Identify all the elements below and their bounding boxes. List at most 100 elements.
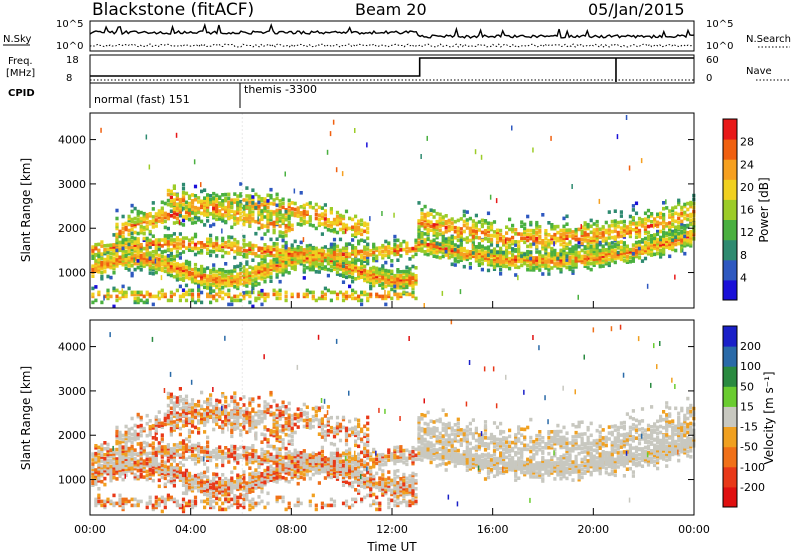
heatmap-cell <box>100 503 104 508</box>
heatmap-cell <box>631 243 635 247</box>
heatmap-cell <box>236 240 240 244</box>
heatmap-cell <box>571 261 575 265</box>
heatmap-cell <box>408 271 412 275</box>
heatmap-cell <box>354 277 358 281</box>
heatmap-cell <box>607 236 611 240</box>
heatmap-cell <box>393 292 397 297</box>
heatmap-cell <box>586 262 590 266</box>
heatmap-cell <box>145 216 149 221</box>
heatmap-cell <box>284 233 288 238</box>
heatmap-cell <box>127 463 131 467</box>
heatmap-cell <box>643 248 648 253</box>
heatmap-cell <box>517 253 521 258</box>
heatmap-cell <box>139 226 143 231</box>
heatmap-cell <box>169 470 173 475</box>
heatmap-cell <box>293 247 297 252</box>
heatmap-cell <box>206 247 210 251</box>
heatmap-cell <box>166 493 170 498</box>
heatmap-cell <box>172 198 176 202</box>
heatmap-cell <box>169 189 173 194</box>
heatmap-cell <box>121 507 125 512</box>
heatmap-cell <box>338 259 343 263</box>
heatmap-cell <box>206 477 210 481</box>
heatmap-cell <box>305 210 309 214</box>
heatmap-cell <box>689 238 693 242</box>
heatmap-cell <box>209 501 213 506</box>
heatmap-cell <box>523 222 527 227</box>
heatmap-cell <box>200 264 204 269</box>
heatmap-cell <box>329 256 333 261</box>
heatmap-cell <box>375 274 379 279</box>
heatmap-cell <box>517 265 521 270</box>
heatmap-cell <box>178 476 182 480</box>
heatmap-cell <box>145 212 149 217</box>
heatmap-cell <box>689 234 693 238</box>
heatmap-cell <box>683 230 687 234</box>
heatmap-cell <box>206 284 210 288</box>
heatmap-cell <box>163 501 167 506</box>
heatmap-cell <box>323 203 327 207</box>
heatmap-cell <box>598 198 601 204</box>
heatmap-cell <box>130 219 134 224</box>
heatmap-cell <box>619 247 623 252</box>
heatmap-cell <box>351 275 355 280</box>
heatmap-cell <box>197 294 201 299</box>
heatmap-cell <box>323 258 327 263</box>
heatmap-cell <box>502 256 506 260</box>
heatmap-cell <box>565 214 569 219</box>
heatmap-cell <box>456 234 460 239</box>
heatmap-cell <box>344 290 349 295</box>
heatmap-cell <box>133 236 137 241</box>
heatmap-cell <box>175 242 179 246</box>
heatmap-cell <box>317 256 321 261</box>
heatmap-cell <box>169 429 173 433</box>
heatmap-cell <box>193 443 198 448</box>
heatmap-cell <box>218 248 222 252</box>
heatmap-cell <box>650 249 654 253</box>
heatmap-cell <box>163 445 167 449</box>
heatmap-cell <box>206 397 210 402</box>
heatmap-cell <box>112 467 116 472</box>
heatmap-cell <box>308 261 312 266</box>
heatmap-cell <box>671 238 675 242</box>
heatmap-cell <box>169 238 173 242</box>
heatmap-cell <box>221 408 225 412</box>
heatmap-cell <box>91 264 95 268</box>
heatmap-cell <box>187 449 192 453</box>
heatmap-cell <box>344 248 349 252</box>
heatmap-cell <box>511 263 515 267</box>
heatmap-cell <box>511 253 515 257</box>
heatmap-cell <box>541 241 545 245</box>
heatmap-cell <box>166 258 170 263</box>
heatmap-cell <box>683 226 687 231</box>
heatmap-cell <box>239 246 243 251</box>
heatmap-cell <box>375 272 379 277</box>
heatmap-cell <box>420 249 424 253</box>
heatmap-cell <box>139 441 143 446</box>
heatmap-cell <box>245 274 249 278</box>
heatmap-cell <box>662 226 666 231</box>
heatmap-cell <box>502 235 506 239</box>
heatmap-cell <box>100 240 104 244</box>
heatmap-cell <box>157 296 161 301</box>
heatmap-cell <box>665 239 669 243</box>
heatmap-cell <box>462 237 466 242</box>
heatmap-cell <box>517 259 521 264</box>
heatmap-cell <box>178 414 182 419</box>
heatmap-cell <box>408 281 412 285</box>
heatmap-cell <box>212 289 216 293</box>
heatmap-cell <box>556 238 560 243</box>
heatmap-cell <box>145 258 149 263</box>
heatmap-cell <box>613 225 617 229</box>
heatmap-cell <box>502 262 506 266</box>
heatmap-cell <box>459 258 463 262</box>
heatmap-cell <box>118 242 122 247</box>
heatmap-cell <box>163 447 167 451</box>
heatmap-cell <box>160 449 164 453</box>
heatmap-cell <box>366 226 370 231</box>
heatmap-cell <box>523 257 527 262</box>
heatmap-cell <box>221 282 225 286</box>
heatmap-cell <box>218 488 222 493</box>
heatmap-cell <box>269 209 273 214</box>
heatmap-cell <box>263 279 267 284</box>
